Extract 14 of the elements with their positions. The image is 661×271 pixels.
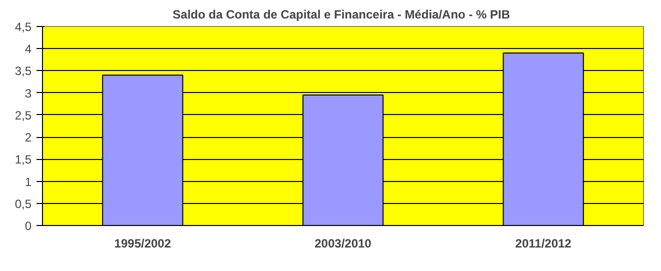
y-tick-label: 3,5 [14,64,32,78]
y-tick-label: 1,5 [14,152,32,167]
y-tick-label: 3 [24,86,32,100]
x-tick-label: 2011/2012 [515,236,572,250]
y-tick-label: 0 [24,219,32,233]
y-tick-label: 2 [24,130,32,145]
y-tick-label: 4,5 [14,20,32,34]
y-tick-label: 2,5 [14,108,32,122]
y-tick-label: 4 [24,42,32,56]
chart-title: Saldo da Conta de Capital e Financeira - Média/Ano - % PIB [172,8,510,22]
y-tick-label: 1 [24,174,32,189]
x-tick-label: 1995/2002 [114,236,172,250]
x-tick-label: 2003/2010 [314,236,372,250]
y-tick-label: 0,5 [14,196,32,211]
